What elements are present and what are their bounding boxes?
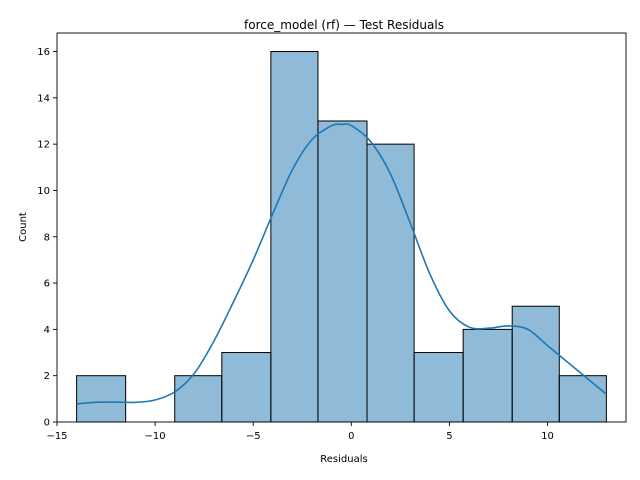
x-axis-label: Residuals: [320, 454, 367, 465]
x-tick-label: −5: [246, 431, 261, 442]
histogram-bar: [462, 328, 513, 423]
histogram-bars: [76, 51, 607, 423]
x-tick-label: 5: [446, 431, 452, 442]
chart-title: force_model (rf) — Test Residuals: [244, 18, 444, 32]
y-tick-label: 8: [44, 232, 50, 243]
y-tick-label: 4: [44, 325, 50, 336]
plot-frame: [56, 32, 627, 423]
histogram-bar: [270, 51, 319, 423]
histogram-bar: [558, 375, 607, 423]
histogram-bar: [221, 352, 272, 423]
histogram-bar: [511, 305, 560, 423]
x-tick-label: −15: [46, 431, 67, 442]
histogram-bar: [366, 143, 415, 423]
y-axis-ticks: 0 2 4 6 8 10 12 14 16: [37, 47, 57, 429]
y-tick-label: 0: [44, 418, 50, 429]
y-tick-label: 12: [37, 140, 50, 151]
y-tick-label: 14: [37, 93, 50, 104]
y-tick-label: 2: [44, 371, 50, 382]
histogram-bar: [317, 120, 368, 423]
y-tick-label: 16: [37, 47, 50, 58]
kde-curve: [76, 123, 607, 405]
histogram-bar: [76, 375, 127, 423]
x-tick-label: −10: [145, 431, 166, 442]
y-tick-label: 6: [44, 279, 50, 290]
x-tick-label: 0: [348, 431, 354, 442]
x-tick-label: 10: [541, 431, 554, 442]
y-axis-label: Count: [18, 212, 29, 242]
x-axis-ticks: −15 −10 −5 0 5 10: [46, 422, 554, 442]
histogram-bar: [413, 352, 464, 423]
y-tick-label: 10: [37, 186, 50, 197]
histogram-bar: [174, 375, 223, 423]
